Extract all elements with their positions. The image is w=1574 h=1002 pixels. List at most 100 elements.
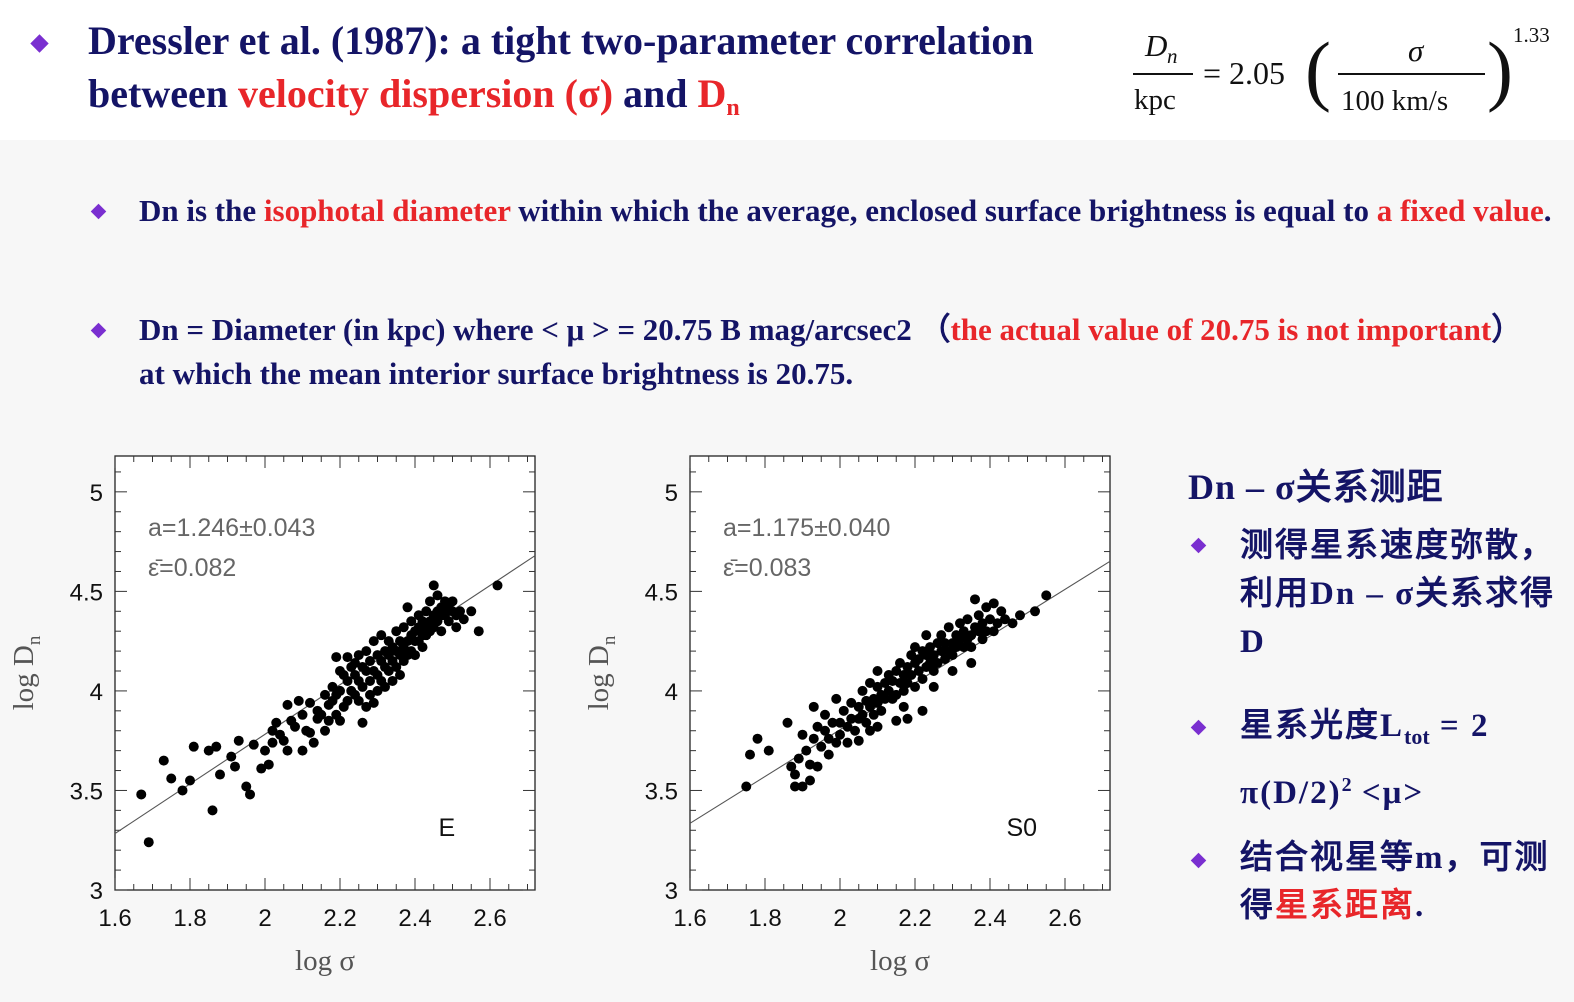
dn-sigma-formula: D n kpc = 2.05 ( σ 100 km/s ) 1.33 xyxy=(1133,23,1550,117)
data-point xyxy=(850,725,860,736)
data-point xyxy=(797,781,808,792)
data-point xyxy=(808,733,819,744)
formula-right-paren: ) xyxy=(1487,26,1513,113)
data-point xyxy=(211,741,222,752)
data-point xyxy=(473,626,484,637)
data-point xyxy=(966,642,977,653)
y-tick-label: 3 xyxy=(665,878,678,905)
data-point xyxy=(812,761,823,772)
data-point xyxy=(1030,606,1040,617)
highlight-galaxy-distance: 星系距离 xyxy=(1275,888,1415,924)
x-tick-label: 1.6 xyxy=(673,905,706,932)
data-point xyxy=(342,695,353,706)
data-point xyxy=(898,701,909,712)
data-point xyxy=(361,701,372,712)
data-point xyxy=(327,681,338,692)
x-tick-label: 1.6 xyxy=(98,905,131,932)
formula-lhs-sub: n xyxy=(1167,44,1178,68)
data-point xyxy=(857,709,868,720)
data-point xyxy=(921,650,932,661)
data-point xyxy=(940,654,950,665)
y-tick-label: 5 xyxy=(90,480,103,507)
scatter-annotation: ε̄=0.082 xyxy=(148,554,236,582)
panel-label: E xyxy=(438,814,455,842)
side-item-velocity: 测得星系速度弥散，利用Dn – σ关系求得 D xyxy=(1240,528,1556,660)
data-point xyxy=(895,658,905,669)
bullet-dn-definition: Dn = Diameter (in kpc) where < μ > = 20.… xyxy=(139,312,1523,391)
y-tick-label: 3.5 xyxy=(70,778,103,805)
data-point xyxy=(361,646,372,657)
data-point xyxy=(805,759,815,770)
data-point xyxy=(158,755,169,766)
highlight-fixed-value: a fixed value xyxy=(1376,193,1544,228)
data-point xyxy=(898,669,909,680)
x-tick-label: 2.4 xyxy=(973,905,1006,932)
data-point xyxy=(992,618,1003,629)
data-point xyxy=(823,749,834,760)
bullet-icon xyxy=(90,322,107,339)
data-point xyxy=(805,775,815,786)
slope-annotation: a=1.246±0.043 xyxy=(148,514,315,542)
data-point xyxy=(913,666,924,677)
title-highlight-sigma: velocity dispersion (σ) xyxy=(237,71,614,116)
data-point xyxy=(868,709,879,720)
data-point xyxy=(925,642,935,653)
title-highlight-dn: Dn xyxy=(697,71,740,121)
data-point xyxy=(260,745,270,756)
data-point xyxy=(857,685,868,696)
data-point xyxy=(936,630,947,641)
data-point xyxy=(492,580,503,591)
data-point xyxy=(820,725,830,736)
data-point xyxy=(752,733,763,744)
data-point xyxy=(305,697,315,708)
x-tick-label: 2.2 xyxy=(323,905,356,932)
formula-lhs-numerator: D xyxy=(1144,28,1167,63)
data-point xyxy=(906,650,917,661)
data-point xyxy=(230,761,240,772)
data-point xyxy=(928,650,939,661)
data-point xyxy=(391,626,402,637)
data-point xyxy=(842,737,853,748)
data-point xyxy=(872,681,883,692)
data-point xyxy=(951,642,962,653)
data-point xyxy=(910,642,920,653)
data-point xyxy=(305,727,315,738)
data-point xyxy=(263,759,274,770)
data-point xyxy=(361,666,372,677)
data-point xyxy=(887,675,898,686)
data-point xyxy=(865,701,875,712)
y-axis-label: log Dn xyxy=(583,635,620,710)
data-point xyxy=(372,685,383,696)
data-point xyxy=(245,789,255,800)
data-point xyxy=(406,616,417,627)
data-point xyxy=(977,618,988,629)
data-point xyxy=(376,630,387,641)
formula-rhs-denominator: 100 km/s xyxy=(1341,85,1448,117)
data-point xyxy=(902,662,913,673)
data-point xyxy=(853,701,864,712)
data-point xyxy=(741,781,752,792)
data-point xyxy=(943,622,954,633)
x-tick-label: 2.6 xyxy=(473,905,506,932)
data-point xyxy=(913,654,924,665)
scatter-plot-e: 1.6 1.8 2 2.2 2.4 2.6 3 3.5 4 4.5 5 log σ log Dn a=1.… xyxy=(8,455,536,977)
data-point xyxy=(391,662,402,673)
y-tick-label: 4.5 xyxy=(645,579,678,606)
data-point xyxy=(891,666,902,677)
data-point xyxy=(1015,610,1025,621)
data-point xyxy=(267,725,278,736)
data-point xyxy=(940,638,950,649)
highlight-not-important: the actual value of 20.75 is not importa… xyxy=(950,312,1492,347)
data-point xyxy=(838,705,849,716)
data-point xyxy=(853,735,864,746)
data-point xyxy=(425,596,435,607)
slope-annotation: a=1.175±0.040 xyxy=(723,514,890,542)
data-point xyxy=(917,673,928,684)
data-point xyxy=(790,781,800,792)
data-point xyxy=(947,666,958,677)
x-axis-label: log σ xyxy=(295,945,355,977)
data-point xyxy=(1041,590,1052,601)
data-point xyxy=(793,753,804,764)
title-and: and xyxy=(613,71,698,116)
side-heading: Dn – σ关系测距 xyxy=(1188,467,1444,507)
